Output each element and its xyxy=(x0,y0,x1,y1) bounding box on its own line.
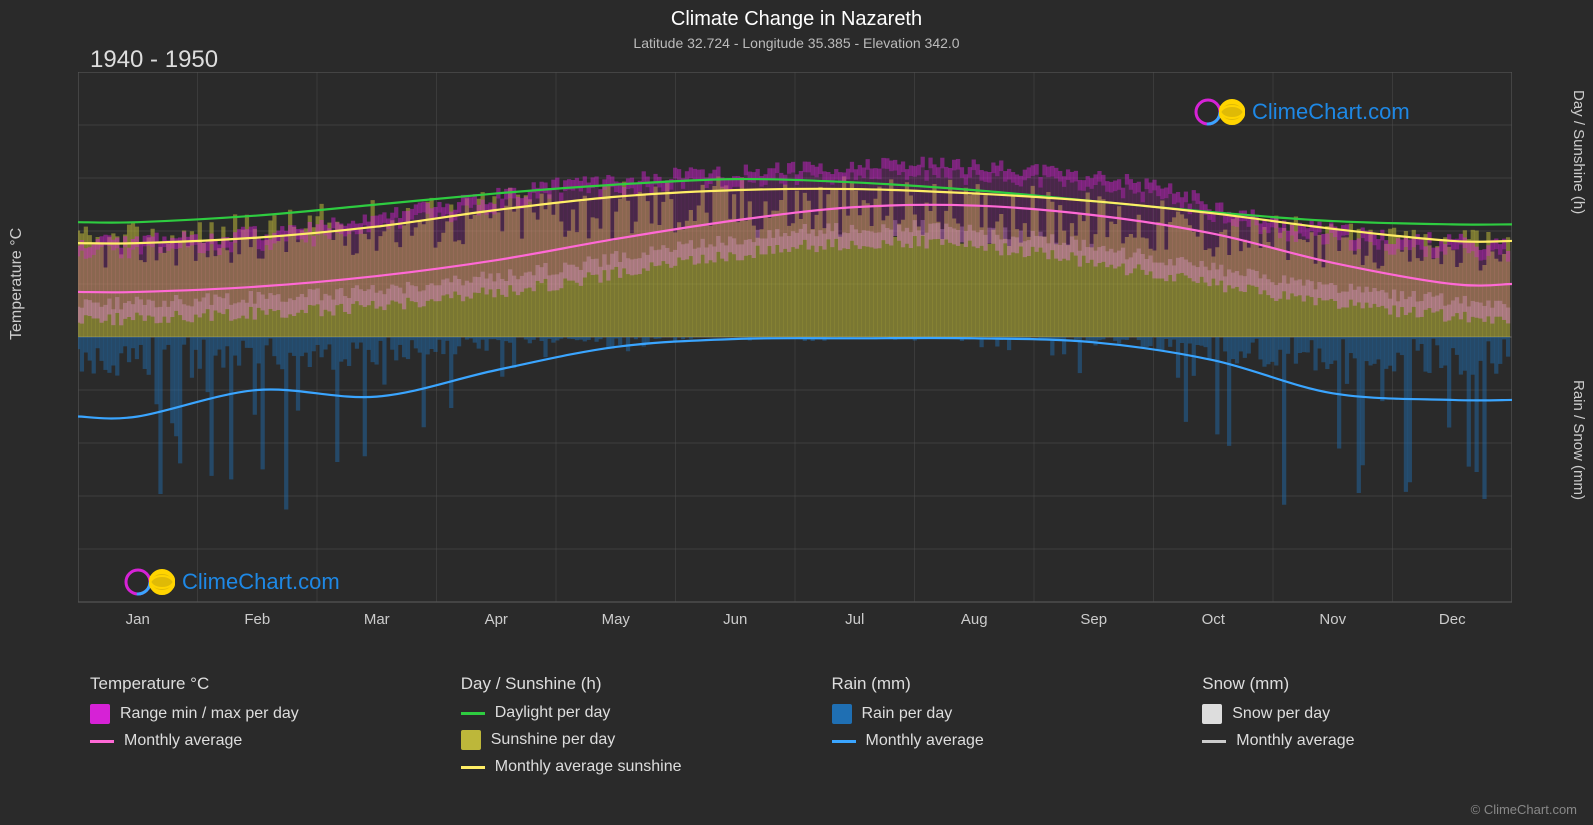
svg-text:Oct: Oct xyxy=(1202,611,1226,628)
svg-text:Apr: Apr xyxy=(485,611,508,628)
legend-rain-avg: Monthly average xyxy=(832,732,1163,750)
chart-plot-area: -50-40-30-20-100102030405006121824102030… xyxy=(78,72,1512,632)
legend-temp-range-label: Range min / max per day xyxy=(120,705,299,723)
swatch-magenta-icon xyxy=(90,704,110,724)
legend-rain-daily-label: Rain per day xyxy=(862,705,953,723)
svg-text:Aug: Aug xyxy=(961,611,988,628)
legend-snow-avg-label: Monthly average xyxy=(1236,732,1354,750)
legend-sunshine: Sunshine per day xyxy=(461,730,792,750)
attribution: © ClimeChart.com xyxy=(1471,802,1577,817)
swatch-yellow-line-icon xyxy=(461,766,485,769)
legend-temp-range: Range min / max per day xyxy=(90,704,421,724)
swatch-grey-line-icon xyxy=(1202,740,1226,743)
svg-text:Nov: Nov xyxy=(1319,611,1346,628)
swatch-white-icon xyxy=(1202,704,1222,724)
legend-snow-daily-label: Snow per day xyxy=(1232,705,1330,723)
legend-snow-daily: Snow per day xyxy=(1202,704,1533,724)
legend-day: Day / Sunshine (h) Daylight per day Suns… xyxy=(461,674,792,784)
legend-sun-avg: Monthly average sunshine xyxy=(461,758,792,776)
legend-sunshine-label: Sunshine per day xyxy=(491,731,616,749)
svg-text:Jan: Jan xyxy=(126,611,150,628)
svg-text:Sep: Sep xyxy=(1080,611,1107,628)
y-axis-left-label: Temperature °C xyxy=(8,228,26,340)
legend-daylight-label: Daylight per day xyxy=(495,704,611,722)
legend-snow: Snow (mm) Snow per day Monthly average xyxy=(1202,674,1533,784)
swatch-blue-line-icon xyxy=(832,740,856,743)
legend-temp-avg-label: Monthly average xyxy=(124,732,242,750)
y-axis-right-top-label: Day / Sunshine (h) xyxy=(1570,90,1587,214)
legend-daylight: Daylight per day xyxy=(461,704,792,722)
swatch-olive-icon xyxy=(461,730,481,750)
svg-text:Jul: Jul xyxy=(845,611,864,628)
swatch-green-line-icon xyxy=(461,712,485,715)
legend-rain: Rain (mm) Rain per day Monthly average xyxy=(832,674,1163,784)
legend-snow-avg: Monthly average xyxy=(1202,732,1533,750)
legend-temp-head: Temperature °C xyxy=(90,674,421,694)
legend-rain-daily: Rain per day xyxy=(832,704,1163,724)
swatch-blue-icon xyxy=(832,704,852,724)
svg-text:Feb: Feb xyxy=(244,611,270,628)
chart-svg: -50-40-30-20-100102030405006121824102030… xyxy=(78,72,1512,632)
legend-temp: Temperature °C Range min / max per day M… xyxy=(90,674,421,784)
chart-subtitle: Latitude 32.724 - Longitude 35.385 - Ele… xyxy=(0,35,1593,51)
y-axis-right-bot-label: Rain / Snow (mm) xyxy=(1570,380,1587,500)
legend-rain-head: Rain (mm) xyxy=(832,674,1163,694)
svg-text:Jun: Jun xyxy=(723,611,747,628)
swatch-pink-line-icon xyxy=(90,740,114,743)
legend: Temperature °C Range min / max per day M… xyxy=(90,674,1533,784)
svg-text:Mar: Mar xyxy=(364,611,390,628)
svg-text:ClimeChart.com: ClimeChart.com xyxy=(1252,99,1410,124)
svg-text:Dec: Dec xyxy=(1439,611,1466,628)
svg-text:ClimeChart.com: ClimeChart.com xyxy=(182,569,340,594)
legend-rain-avg-label: Monthly average xyxy=(866,732,984,750)
chart-title: Climate Change in Nazareth xyxy=(0,8,1593,31)
legend-snow-head: Snow (mm) xyxy=(1202,674,1533,694)
legend-sun-avg-label: Monthly average sunshine xyxy=(495,758,682,776)
svg-text:May: May xyxy=(602,611,631,628)
legend-temp-avg: Monthly average xyxy=(90,732,421,750)
legend-day-head: Day / Sunshine (h) xyxy=(461,674,792,694)
period-label: 1940 - 1950 xyxy=(90,46,218,74)
